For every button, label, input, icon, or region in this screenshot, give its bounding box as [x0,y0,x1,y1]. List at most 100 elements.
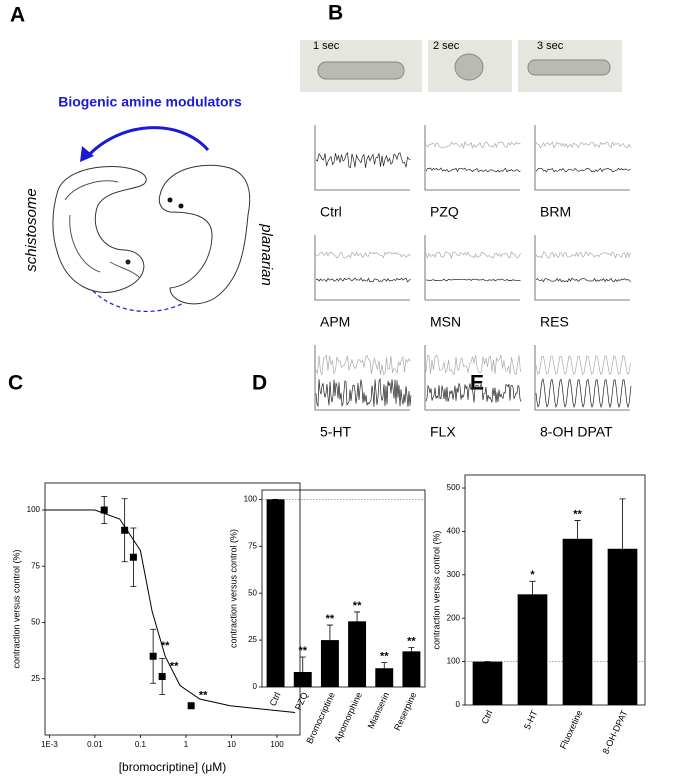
x-tick-label: Mianserin [366,691,392,731]
eye [125,259,131,265]
y-tick-label: 100 [447,657,461,666]
x-tick-label: 100 [270,740,284,749]
x-tick-label: 10 [227,740,236,749]
y-tick-label: 25 [248,635,257,644]
frame-time: 3 sec [537,40,564,52]
frame-time: 2 sec [433,40,460,52]
trace-label: 8-OH DPAT [540,424,613,440]
significance: ** [326,613,335,625]
bar [562,538,593,705]
schistosome-detail [64,180,141,279]
trace-axes [534,235,630,301]
arrow [83,279,209,313]
y-tick-label: 50 [31,618,40,627]
significance: ** [161,640,170,652]
data-point [121,526,129,534]
trace-axes [314,345,410,411]
plot-frame [44,482,301,736]
bar [402,651,421,687]
worm [317,61,405,80]
data-point [149,652,157,660]
trace-label: BRM [540,204,571,220]
bar [293,671,312,687]
error-bar [326,624,333,641]
trace [535,277,631,283]
x-tick-label: 1E-3 [41,740,58,749]
worm [454,53,484,81]
trace-axes [424,125,520,191]
panel-label: C [8,372,23,395]
x-tick-label: Fluoxetine [558,709,585,751]
y-axis-label: contraction versus control (%) [228,529,238,648]
x-tick-label: 5-HT [522,708,540,731]
significance: ** [199,690,208,702]
error-bar [619,498,626,549]
y-tick-label: 75 [31,561,40,570]
error-bar [574,520,581,539]
y-tick-label: 0 [253,682,258,691]
x-tick-label: Ctrl [479,709,494,726]
arrow [84,126,210,160]
bar [266,499,285,687]
bar [320,640,339,687]
y-tick-label: 100 [244,494,258,503]
trace [425,167,521,173]
trace [315,251,411,259]
trace [425,251,521,260]
significance: ** [298,645,307,657]
trace-axes [534,125,630,191]
eye [167,197,173,203]
trace [315,151,411,168]
y-tick-label: 200 [447,613,461,622]
bar [607,548,638,705]
bar [472,661,503,705]
trace [535,251,631,260]
y-axis-label: contraction versus control (%) [431,530,441,649]
trace [535,354,631,376]
bar [517,594,548,705]
trace [315,277,411,283]
y-axis-label: contraction versus control (%) [11,549,21,668]
panel-label: A [10,4,25,27]
trace [425,278,521,282]
data-point [100,506,108,514]
arrow-head [80,146,94,162]
trace [425,382,522,403]
error-bar [408,647,415,652]
trace [535,167,631,173]
trace-label: FLX [430,424,456,440]
trace [425,354,521,376]
trace [535,378,632,409]
y-tick-label: 400 [447,527,461,536]
error-bar [529,580,536,595]
plot-frame [261,489,426,688]
trace [315,354,411,376]
schistosome-drawing [52,166,147,293]
trace-axes [424,345,520,411]
frame-time: 1 sec [313,40,340,52]
data-point [158,673,166,680]
trace [425,141,521,149]
planarian-label: planarian [258,223,275,286]
panel-label: D [252,372,267,395]
significance: ** [380,651,389,663]
x-tick-label: Apomorphine [332,691,364,744]
x-tick-label: 8-OH-DPAT [600,708,629,755]
worm [527,59,611,76]
significance: ** [573,508,582,520]
significance: ** [170,660,179,672]
trace-label: MSN [430,314,461,330]
trace-axes [314,125,410,191]
y-tick-label: 500 [447,483,461,492]
bar [348,621,367,687]
data-point [187,702,195,710]
error-bar [299,656,306,672]
x-tick-label: 1 [184,740,189,749]
y-tick-label: 50 [248,588,257,597]
trace-axes [534,345,630,411]
significance: ** [353,600,362,612]
bar [375,668,394,687]
error-bar [354,611,361,622]
x-axis-label: [bromocriptine] (μM) [119,760,227,774]
